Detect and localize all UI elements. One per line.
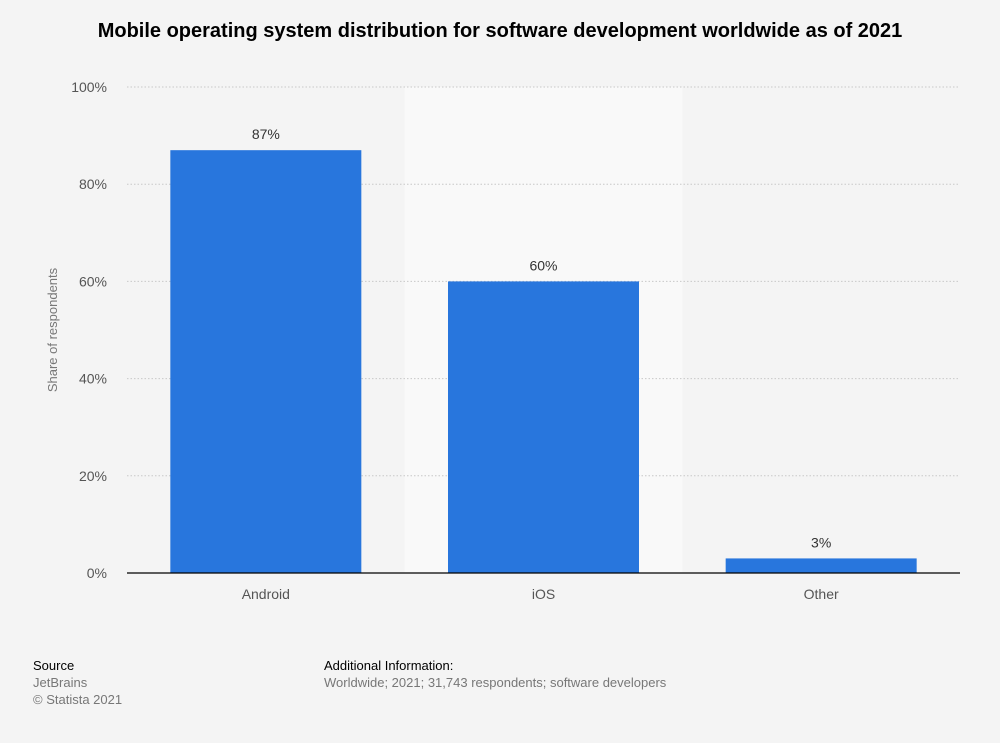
y-tick-label: 40% <box>79 371 107 387</box>
source-line-publisher: JetBrains <box>33 675 88 690</box>
x-tick-label-ios: iOS <box>532 586 555 602</box>
y-tick-label: 80% <box>79 176 107 192</box>
y-tick-label: 20% <box>79 468 107 484</box>
bar-android <box>170 150 362 573</box>
y-tick-label: 0% <box>87 565 107 581</box>
bar-other <box>725 558 917 573</box>
data-label-android: 87% <box>252 126 280 142</box>
x-tick-label-other: Other <box>804 586 839 602</box>
source-heading: Source <box>33 658 75 673</box>
bar-ios <box>448 281 639 573</box>
y-tick-label: 60% <box>79 273 107 289</box>
y-tick-label: 100% <box>71 79 107 95</box>
source-block: Source JetBrains © Statista 2021 <box>33 657 122 708</box>
y-axis-title: Share of respondents <box>45 267 60 392</box>
additional-info-heading: Additional Information: <box>324 658 454 673</box>
data-label-ios: 60% <box>529 257 557 273</box>
x-tick-label-android: Android <box>242 586 290 602</box>
source-line-copyright: © Statista 2021 <box>33 692 123 707</box>
data-label-other: 3% <box>811 534 831 550</box>
additional-info-text: Worldwide; 2021; 31,743 respondents; sof… <box>324 675 667 690</box>
chart-title: Mobile operating system distribution for… <box>97 20 903 42</box>
additional-info-block: Additional Information: Worldwide; 2021;… <box>324 657 666 691</box>
